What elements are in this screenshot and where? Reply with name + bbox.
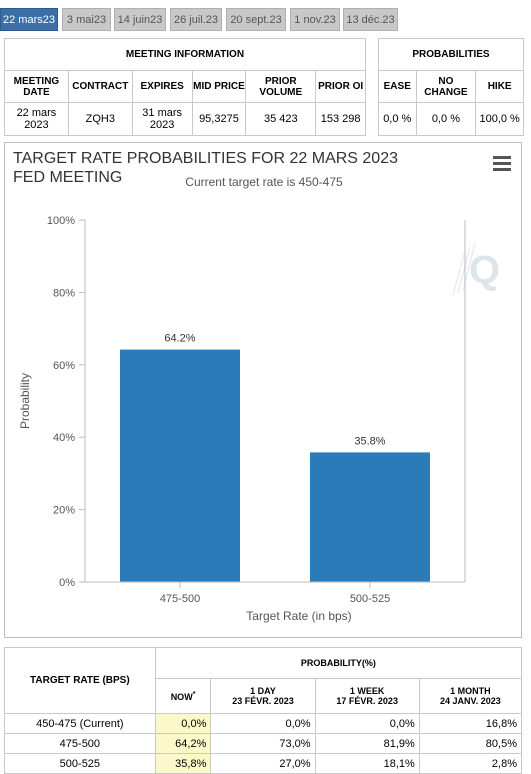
col-hike: HIKE xyxy=(475,70,524,103)
rate-label: 475-500 xyxy=(4,733,156,754)
data-label: 64.2% xyxy=(164,333,195,345)
y-axis: 0% 20% 40% 60% 80% 100% xyxy=(47,215,466,589)
contract-value: ZQH3 xyxy=(67,102,133,136)
rate-label: 450-475 (Current) xyxy=(4,713,156,734)
week-value: 0,0% xyxy=(314,713,420,734)
bar-500-525 xyxy=(310,452,430,582)
chart-menu-icon[interactable] xyxy=(493,156,511,172)
y-tick-label: 80% xyxy=(53,287,75,299)
y-axis-label: Probability xyxy=(18,373,32,429)
col-probability: PROBABILITY(%) xyxy=(154,647,523,679)
meeting-information-title: MEETING INFORMATION xyxy=(4,38,366,71)
target-rate-chart: TARGET RATE PROBABILITIES FOR 22 MARS 20… xyxy=(4,142,522,638)
tab-13-dec23[interactable]: 13 déc.23 xyxy=(343,8,398,31)
ease-value: 0,0 % xyxy=(378,102,417,136)
prior-volume-value: 35 423 xyxy=(245,102,317,136)
col-mid-price: MID PRICE xyxy=(191,70,247,103)
x-tick-label: 475-500 xyxy=(160,593,200,605)
bars: 64.2% 35.8% xyxy=(120,333,430,582)
tab-26-juil23[interactable]: 26 juil.23 xyxy=(170,8,222,31)
col-target-rate: TARGET RATE (BPS) xyxy=(4,647,156,714)
chart-subtitle: Current target rate is 450-475 xyxy=(185,175,343,189)
tab-1-nov23[interactable]: 1 nov.23 xyxy=(290,8,340,31)
expires-value: 31 mars 2023 xyxy=(131,102,193,136)
probabilities-title: PROBABILITIES xyxy=(378,38,524,71)
y-tick-label: 60% xyxy=(53,360,75,372)
hike-value: 100,0 % xyxy=(475,102,524,136)
y-tick-label: 100% xyxy=(47,215,75,227)
table-row: 475-500 64,2% 73,0% 81,9% 80,5% xyxy=(4,733,523,754)
day-value: 73,0% xyxy=(210,733,316,754)
now-value: 64,2% xyxy=(154,733,212,754)
x-tick-label: 500-525 xyxy=(350,593,390,605)
meeting-date-value: 22 mars 2023 xyxy=(4,102,69,136)
meeting-information-table: MEETING INFORMATION MEETING DATE CONTRAC… xyxy=(4,38,366,136)
col-no-change: NO CHANGE xyxy=(415,70,477,103)
no-change-value: 0,0 % xyxy=(415,102,477,136)
col-prior-volume: PRIOR VOLUME xyxy=(245,70,317,103)
tab-22-mars23[interactable]: 22 mars23 xyxy=(0,8,58,31)
watermark-logo-icon: Q xyxy=(452,242,500,296)
y-tick-label: 0% xyxy=(59,577,75,589)
col-now: NOW* xyxy=(154,678,212,714)
probability-history-table: TARGET RATE (BPS) PROBABILITY(%) NOW* 1 … xyxy=(4,647,523,774)
tab-14-juin23[interactable]: 14 juin23 xyxy=(114,8,166,31)
month-value: 80,5% xyxy=(418,733,523,754)
table-row: 450-475 (Current) 0,0% 0,0% 0,0% 16,8% xyxy=(4,713,523,734)
y-tick-label: 40% xyxy=(53,432,75,444)
y-tick-label: 20% xyxy=(53,505,75,517)
col-contract: CONTRACT xyxy=(67,70,133,103)
col-expires: EXPIRES xyxy=(131,70,193,103)
data-label: 35.8% xyxy=(354,435,385,447)
chart-plot: Q 0% 20% 40% 60% 80% 100% 64.2% 35.8% 475-500 5… xyxy=(18,215,500,623)
mid-price-value: 95,3275 xyxy=(191,102,247,136)
chart-title: TARGET RATE PROBABILITIES FOR 22 MARS 20… xyxy=(13,150,398,186)
col-1-month: 1 MONTH 24 JANV. 2023 xyxy=(418,678,523,714)
x-axis: 475-500 500-525 xyxy=(85,581,465,605)
svg-text:Q: Q xyxy=(469,248,500,292)
prior-oi-value: 153 298 xyxy=(315,102,366,136)
day-value: 0,0% xyxy=(210,713,316,734)
col-1-day: 1 DAY 23 FÉVR. 2023 xyxy=(210,678,316,714)
tab-3-mai23[interactable]: 3 mai23 xyxy=(62,8,111,31)
col-prior-oi: PRIOR OI xyxy=(315,70,366,103)
col-1-week: 1 WEEK 17 FÉVR. 2023 xyxy=(314,678,420,714)
x-axis-label: Target Rate (in bps) xyxy=(246,609,351,623)
col-meeting-date: MEETING DATE xyxy=(4,70,69,103)
meeting-tabs: 22 mars23 3 mai23 14 juin23 26 juil.23 2… xyxy=(0,0,531,36)
week-value: 81,9% xyxy=(314,733,420,754)
day-value: 27,0% xyxy=(210,753,316,774)
probabilities-table: PROBABILITIES EASE NO CHANGE HIKE 0,0 % … xyxy=(378,38,524,136)
now-value: 0,0% xyxy=(154,713,212,734)
table-row: 500-525 35,8% 27,0% 18,1% 2,8% xyxy=(4,753,523,774)
now-value: 35,8% xyxy=(154,753,212,774)
col-ease: EASE xyxy=(378,70,417,103)
month-value: 16,8% xyxy=(418,713,523,734)
bar-475-500 xyxy=(120,349,240,582)
tab-20-sept23[interactable]: 20 sept.23 xyxy=(226,8,286,31)
month-value: 2,8% xyxy=(418,753,523,774)
